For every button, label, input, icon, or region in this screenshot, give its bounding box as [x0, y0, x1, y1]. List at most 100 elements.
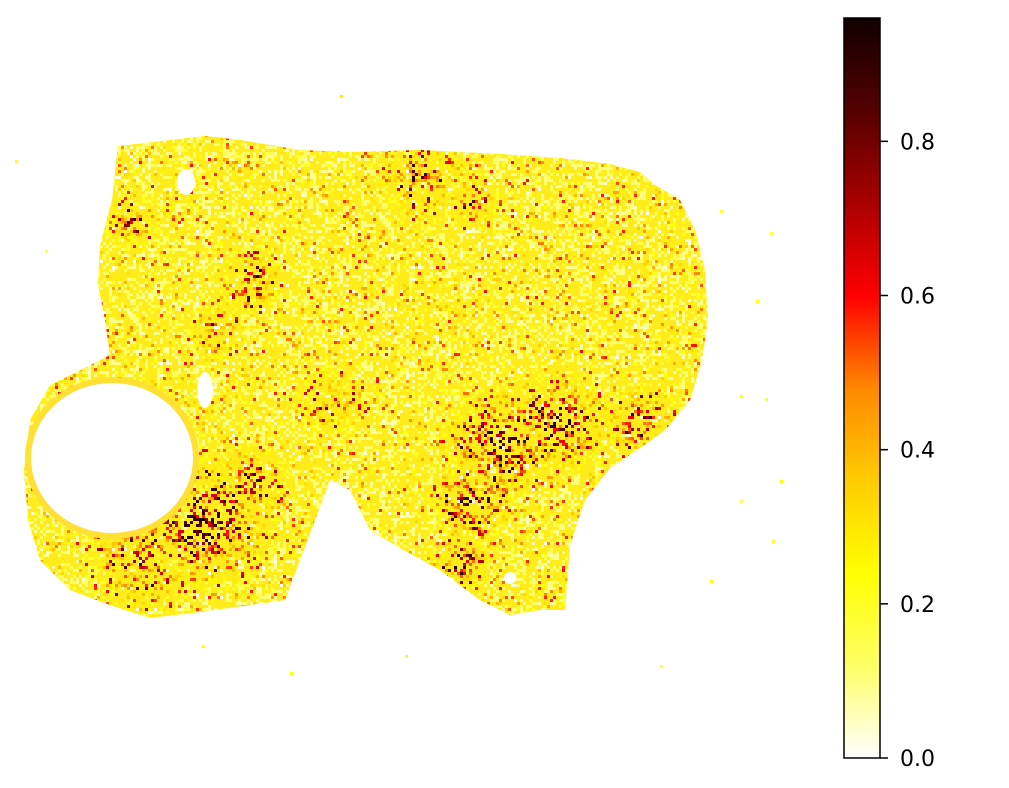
heatmap-pixel [697, 179, 700, 182]
heatmap-pixel [79, 263, 82, 266]
heatmap-pixel [172, 206, 175, 209]
heatmap-pixel [592, 146, 595, 149]
heatmap-pixel [268, 176, 271, 179]
heatmap-pixel [589, 152, 592, 155]
heatmap-pixel [241, 236, 244, 239]
heatmap-pixel [286, 188, 289, 191]
heatmap-pixel [271, 140, 274, 143]
heatmap-pixel [34, 263, 37, 266]
heatmap-pixel [268, 152, 271, 155]
heatmap-pixel [202, 218, 205, 221]
heatmap-pixel [364, 266, 367, 269]
heatmap-pixel [409, 272, 412, 275]
heatmap-pixel [322, 251, 325, 254]
heatmap-pixel [625, 161, 628, 164]
heatmap-pixel [226, 137, 229, 140]
heatmap-pixel [664, 221, 667, 224]
heatmap-pixel [466, 179, 469, 182]
heatmap-pixel [562, 203, 565, 206]
heatmap-pixel [421, 185, 424, 188]
heatmap-pixel [592, 272, 595, 275]
heatmap-pixel [361, 191, 364, 194]
heatmap-pixel [556, 278, 559, 281]
heatmap-pixel [397, 179, 400, 182]
heatmap-pixel [550, 173, 553, 176]
heatmap-pixel [109, 167, 112, 170]
heatmap-pixel [25, 197, 28, 200]
heatmap-pixel [352, 164, 355, 167]
heatmap-pixel [592, 197, 595, 200]
heatmap-pixel [496, 182, 499, 185]
heatmap-pixel [256, 158, 259, 161]
heatmap-pixel [499, 230, 502, 233]
heatmap-pixel [643, 152, 646, 155]
heatmap-pixel [442, 257, 445, 260]
heatmap-pixel [94, 278, 97, 281]
heatmap-pixel [334, 200, 337, 203]
heatmap-pixel [388, 143, 391, 146]
heatmap-pixel [646, 227, 649, 230]
heatmap-pixel [187, 143, 190, 146]
heatmap-pixel [421, 209, 424, 212]
heatmap-pixel [391, 227, 394, 230]
heatmap-pixel [547, 263, 550, 266]
heatmap-pixel [562, 224, 565, 227]
heatmap-pixel [382, 266, 385, 269]
heatmap-pixel [91, 245, 94, 248]
heatmap-pixel [550, 257, 553, 260]
heatmap-pixel [178, 203, 181, 206]
heatmap-pixel [544, 215, 547, 218]
heatmap-pixel [130, 209, 133, 212]
heatmap-pixel [427, 136, 430, 137]
heatmap-pixel [505, 182, 508, 185]
heatmap-pixel [226, 149, 229, 152]
heatmap-pixel [235, 245, 238, 248]
heatmap-pixel [205, 200, 208, 203]
heatmap-pixel [454, 206, 457, 209]
heatmap-pixel [346, 200, 349, 203]
heatmap-pixel [280, 212, 283, 215]
heatmap-pixel [475, 230, 478, 233]
heatmap-pixel [208, 191, 211, 194]
heatmap-pixel [145, 200, 148, 203]
heatmap-pixel [526, 176, 529, 179]
heatmap-pixel [265, 221, 268, 224]
heatmap-pixel [271, 206, 274, 209]
heatmap-pixel [697, 137, 700, 140]
heatmap-pixel [430, 203, 433, 206]
heatmap-pixel [556, 203, 559, 206]
heatmap-pixel [550, 188, 553, 191]
heatmap-pixel [595, 173, 598, 176]
heatmap-pixel [70, 254, 73, 257]
heatmap-pixel [598, 170, 601, 173]
heatmap-pixel [499, 203, 502, 206]
heatmap-pixel [250, 188, 253, 191]
heatmap-pixel [112, 266, 115, 269]
heatmap-pixel [544, 176, 547, 179]
heatmap-pixel [640, 143, 643, 146]
heatmap-pixel [697, 251, 700, 254]
heatmap-pixel [130, 218, 133, 221]
heatmap-pixel [676, 251, 679, 254]
heatmap-pixel [622, 179, 625, 182]
heatmap-pixel [91, 149, 94, 152]
heatmap-pixel [124, 173, 127, 176]
heatmap-pixel [106, 203, 109, 206]
heatmap-pixel [235, 212, 238, 215]
heatmap-pixel [520, 227, 523, 230]
heatmap-pixel [688, 245, 691, 248]
heatmap-pixel [379, 212, 382, 215]
heatmap-pixel [61, 203, 64, 206]
heatmap-pixel [79, 152, 82, 155]
heatmap-pixel [100, 209, 103, 212]
heatmap-pixel [652, 143, 655, 146]
heatmap-pixel [556, 191, 559, 194]
heatmap-pixel [664, 188, 667, 191]
heatmap-pixel [691, 248, 694, 251]
heatmap-pixel [160, 194, 163, 197]
heatmap-pixel [679, 197, 682, 200]
heatmap-pixel [244, 152, 247, 155]
heatmap-pixel [700, 203, 703, 206]
heatmap-pixel [370, 167, 373, 170]
heatmap-pixel [667, 221, 670, 224]
